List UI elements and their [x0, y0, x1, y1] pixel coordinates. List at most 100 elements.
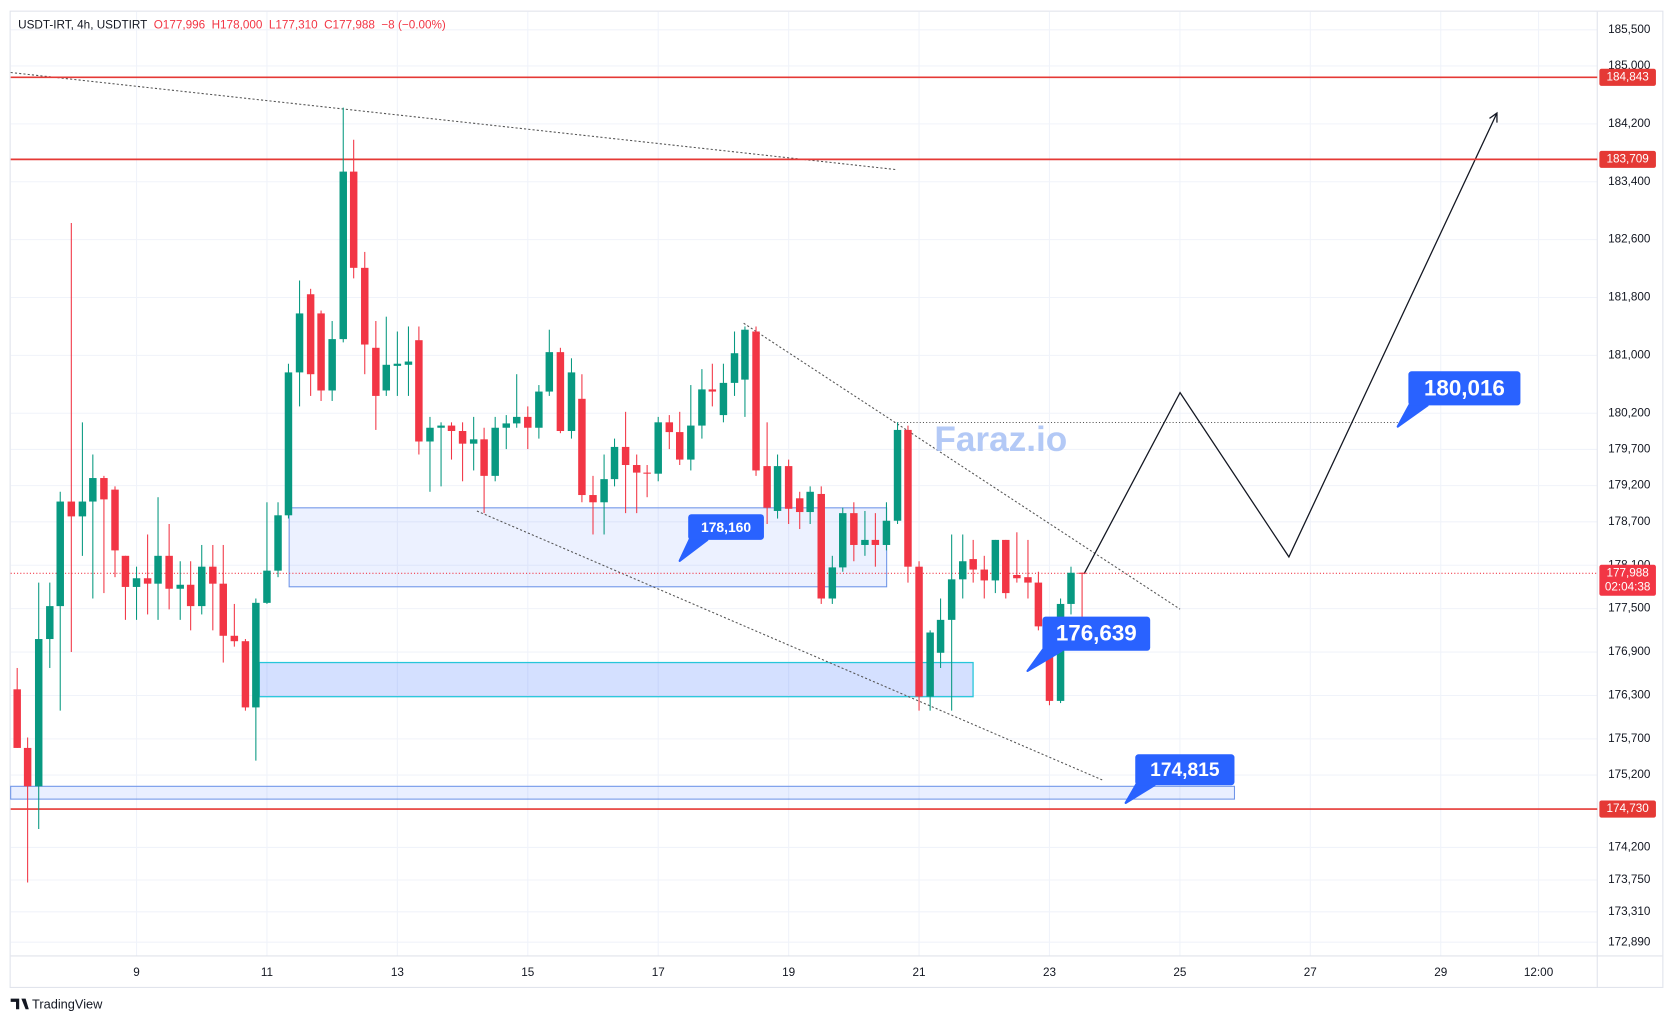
x-tick-label: 13	[391, 966, 404, 979]
candle-body	[437, 425, 445, 428]
y-tick-label: 182,600	[1608, 233, 1651, 246]
candle-body	[480, 439, 488, 476]
candle-body	[78, 501, 87, 517]
candle-body	[295, 313, 304, 373]
candle-body	[904, 429, 912, 567]
candle-body	[893, 429, 902, 521]
candle-body	[111, 489, 119, 551]
callout-box	[688, 514, 764, 540]
candle-body	[328, 339, 336, 391]
countdown: 02:04:38	[1605, 580, 1651, 593]
y-tick-label: 177,500	[1608, 602, 1651, 615]
zone	[258, 661, 974, 698]
x-tick-label: 21	[913, 966, 926, 979]
brand: TradingView	[10, 996, 103, 1011]
watermark: Faraz.io	[934, 420, 1067, 459]
candle-body	[284, 372, 293, 516]
candle-body	[784, 466, 793, 509]
candle-body	[763, 466, 771, 508]
axes: 185,500185,000184,200183,400182,600181,8…	[133, 23, 1656, 979]
callout-label: 174,815	[1150, 760, 1220, 781]
candle-body	[67, 501, 76, 517]
y-tick-label: 176,300	[1608, 689, 1651, 702]
change-value: −8 (−0.00%)	[381, 19, 446, 32]
candle-body	[610, 446, 619, 480]
candle-body	[491, 427, 499, 476]
callout-box	[1135, 754, 1235, 786]
callout-box	[1042, 616, 1151, 651]
symbol: USDT-IRT, 4h, USDTIRT	[18, 19, 147, 32]
candle-body	[850, 513, 858, 545]
x-tick-label: 27	[1304, 966, 1317, 979]
zone	[288, 507, 888, 588]
candle-body	[1045, 637, 1054, 701]
candle-body	[947, 579, 956, 620]
level-price-label: 183,709	[1606, 152, 1648, 165]
candle-body	[1013, 574, 1021, 579]
projection-path	[1083, 112, 1498, 575]
candle-body	[306, 294, 315, 375]
y-tick-label: 176,900	[1608, 645, 1651, 658]
levels	[10, 76, 1598, 810]
candle-body	[219, 583, 227, 636]
candle-body	[317, 313, 325, 391]
candle-body	[556, 352, 565, 432]
candle-body	[698, 389, 706, 426]
x-tick-label: 12:00	[1524, 966, 1554, 979]
candle-body	[871, 539, 880, 545]
y-tick-label: 185,500	[1608, 23, 1651, 36]
candle-body	[23, 747, 32, 787]
candle-body	[828, 567, 837, 599]
callout-label: 178,160	[701, 519, 751, 535]
y-tick-label: 178,700	[1608, 515, 1651, 528]
ohlc-value: H178,000	[212, 19, 263, 32]
candle-body	[186, 584, 195, 607]
ohlc-value: L177,310	[269, 19, 318, 32]
candle-body	[447, 425, 456, 432]
y-tick-label: 179,700	[1608, 443, 1651, 456]
candle-body	[839, 513, 847, 568]
brand-logo	[10, 998, 29, 1010]
candle-body	[209, 566, 217, 584]
callouts: 180,016 178,160 176,639 174,815	[678, 371, 1521, 804]
candle-body	[198, 566, 206, 607]
y-tick-label: 173,750	[1608, 873, 1651, 886]
candle-body	[415, 340, 423, 442]
x-tick-label: 11	[261, 966, 273, 979]
candle-body	[241, 641, 250, 708]
level-price-label: 184,843	[1606, 70, 1648, 83]
candle-body	[165, 555, 173, 589]
candle-body	[535, 391, 543, 428]
frame	[9, 10, 1664, 988]
candle-body	[589, 495, 597, 503]
x-tick-label: 9	[133, 966, 140, 979]
candle-body	[89, 478, 97, 502]
candle-body	[567, 372, 576, 432]
level-price-box	[1599, 68, 1656, 86]
candle-body	[339, 171, 347, 340]
header: USDT-IRT, 4h, USDTIRT O177,996 H178,000 L1…	[18, 19, 446, 32]
y-tick-label: 183,400	[1608, 175, 1651, 188]
y-tick-label: 179,200	[1608, 479, 1651, 492]
candle-body	[252, 602, 260, 708]
candle-body	[502, 423, 511, 428]
candle-body	[741, 329, 749, 380]
candle-body	[795, 498, 804, 513]
callout-box	[1408, 371, 1521, 406]
candle-body	[426, 427, 434, 442]
candle-body	[654, 422, 662, 474]
candle-body	[524, 416, 532, 428]
candle-body	[512, 416, 521, 424]
y-tick-label: 181,800	[1608, 291, 1651, 304]
candle-body	[752, 331, 760, 471]
candle-body	[926, 632, 934, 697]
y-tick-label: 181,000	[1608, 348, 1651, 361]
candle-body	[404, 361, 413, 365]
candle-body	[545, 352, 554, 392]
y-tick-label: 173,310	[1608, 905, 1651, 918]
candle-body	[349, 171, 358, 268]
candle-body	[1067, 572, 1075, 604]
candle-body	[600, 479, 608, 503]
